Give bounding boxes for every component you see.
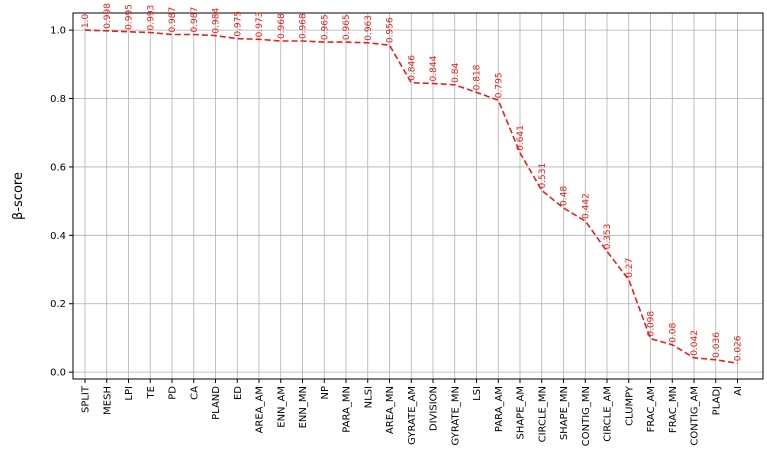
x-tick-label: AREA_AM — [255, 386, 266, 433]
y-tick-label: 0.2 — [50, 299, 66, 310]
x-tick-label: CONTIG_MN — [581, 386, 592, 446]
data-label: 0.026 — [734, 335, 744, 361]
y-tick-label: 0.4 — [50, 231, 66, 242]
x-tick-label: PLADJ — [711, 386, 722, 415]
x-tick-label: MESH — [102, 386, 113, 415]
data-label: 0.844 — [429, 55, 439, 81]
y-axis: 0.0 0.2 0.4 0.6 0.8 1.0 — [50, 26, 73, 379]
data-label: 0.48 — [560, 186, 570, 206]
data-label: 0.08 — [668, 322, 678, 342]
x-axis: SPLIT MESH LPI TE PD CA PLAND ED AREA_AM ENN_AM EN… — [81, 379, 744, 446]
data-label: 0.27 — [625, 258, 635, 278]
data-label: 0.975 — [233, 11, 243, 37]
x-tick-label: FRAC_MN — [668, 386, 679, 433]
x-tick-label: TE — [146, 386, 157, 399]
data-label: 0.995 — [125, 4, 135, 30]
grid-lines — [73, 13, 763, 379]
data-label: 0.818 — [473, 64, 483, 90]
data-label: 0.998 — [103, 3, 113, 29]
x-tick-label: LPI — [124, 386, 135, 401]
x-tick-label: DIVISION — [429, 386, 440, 431]
x-tick-label: PD — [168, 386, 179, 400]
data-labels: 1.0 0.998 0.995 0.993 0.987 0.987 0.984 0.975 0.… — [81, 3, 744, 362]
x-tick-label: CLUMPY — [624, 385, 635, 426]
y-tick-label: 0.0 — [50, 368, 66, 379]
y-tick-label: 0.8 — [50, 94, 66, 105]
x-tick-label: FRAC_AM — [646, 386, 657, 432]
data-label: 0.098 — [647, 311, 657, 337]
data-label: 0.968 — [277, 13, 287, 39]
data-label: 0.353 — [603, 224, 613, 250]
data-label: 0.795 — [494, 72, 504, 98]
data-label: 0.641 — [516, 125, 526, 151]
data-label: 0.036 — [712, 332, 722, 358]
data-label: 0.963 — [364, 15, 374, 41]
x-tick-label: LSI — [472, 386, 483, 401]
y-tick-label: 0.6 — [50, 162, 66, 173]
data-label: 0.984 — [212, 8, 222, 34]
data-label: 0.965 — [320, 14, 330, 40]
x-tick-label: ENN_AM — [276, 386, 287, 428]
x-tick-label: SHAPE_AM — [516, 386, 527, 440]
data-label: 0.987 — [190, 7, 200, 33]
y-tick-label: 1.0 — [50, 26, 66, 37]
data-label: 0.846 — [407, 55, 417, 81]
data-label: 0.442 — [581, 193, 591, 219]
x-tick-label: PARA_MN — [342, 386, 353, 433]
data-label: 1.0 — [81, 14, 91, 29]
x-tick-label: AREA_MN — [385, 386, 396, 434]
data-label: 0.965 — [342, 14, 352, 40]
data-label: 0.042 — [690, 330, 700, 356]
x-tick-label: ENN_MN — [298, 386, 309, 428]
data-label: 0.993 — [146, 5, 156, 31]
x-tick-label: CIRCLE_AM — [603, 386, 614, 442]
x-tick-label: NP — [320, 386, 331, 400]
x-tick-label: CONTIG_AM — [690, 386, 701, 446]
data-label: 0.531 — [538, 163, 548, 189]
x-tick-label: SPLIT — [81, 385, 92, 413]
data-label: 0.973 — [255, 12, 265, 38]
x-tick-label: SHAPE_MN — [559, 386, 570, 440]
x-tick-label: GYRATE_MN — [450, 386, 461, 446]
data-label: 0.987 — [168, 7, 178, 33]
series-line — [84, 29, 738, 365]
data-label: 0.956 — [386, 17, 396, 43]
y-axis-label: β-score — [11, 172, 26, 220]
x-tick-label: GYRATE_AM — [407, 386, 418, 445]
plot-area-frame — [72, 12, 764, 380]
data-label: 0.968 — [299, 13, 309, 39]
x-tick-label: AI — [733, 386, 744, 396]
x-tick-label: ED — [233, 386, 244, 400]
x-tick-label: PARA_AM — [494, 386, 505, 432]
data-label: 0.84 — [451, 63, 461, 83]
x-tick-label: NLSI — [363, 386, 374, 408]
x-tick-label: PLAND — [211, 386, 222, 420]
x-tick-label: CA — [189, 386, 200, 400]
x-tick-label: CIRCLE_MN — [537, 386, 548, 442]
